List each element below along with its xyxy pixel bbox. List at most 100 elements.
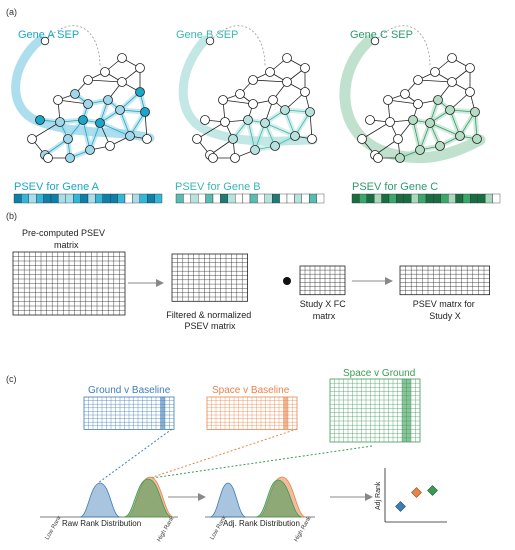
raw-rank-distribution: Low Rank High Rank Raw Rank Distribution (40, 476, 178, 543)
network-node (228, 134, 238, 144)
network-node (135, 87, 145, 97)
psev-cell (477, 193, 486, 204)
psev-cell (272, 193, 280, 204)
psev-cell (146, 193, 155, 204)
psev-cell (28, 193, 37, 204)
network-node (83, 75, 93, 85)
psev-cell (448, 193, 456, 204)
gene-b-caption: PSEV for Gene B (175, 181, 261, 193)
fc-matrix (299, 265, 346, 296)
edge (99, 122, 131, 137)
raw-caption: Raw Rank Distribution (62, 519, 141, 528)
network-node (230, 153, 240, 163)
psev-cell (175, 193, 184, 204)
psev-cell (316, 193, 325, 204)
network-node (307, 134, 317, 144)
gene-a-network (11, 25, 155, 163)
network-node (248, 75, 258, 85)
panel-c: (c) Ground v Baseline Space v Baseline S… (6, 368, 447, 543)
multiply-dot (283, 277, 291, 285)
space-v-ground-title: Space v Ground (343, 368, 415, 379)
psev-cell (309, 193, 317, 204)
psev-cell (220, 193, 228, 204)
edge (82, 119, 91, 151)
precomputed-matrix (12, 251, 126, 316)
network-node (105, 141, 115, 151)
psev-cell (21, 193, 29, 204)
psev-cell (396, 193, 404, 204)
psev-cell (411, 193, 419, 204)
edge (429, 122, 461, 137)
network-node (425, 118, 435, 128)
psev-cell (242, 193, 251, 204)
filtered-label: Filtered & normalized PSEV matrix (166, 310, 254, 331)
network-node (373, 153, 383, 163)
psev-cell (95, 193, 104, 204)
raw-ground-curve (79, 482, 121, 518)
psev-cell (462, 193, 471, 204)
psev-cell (205, 193, 214, 204)
psev-cell (470, 193, 478, 204)
gene-c-title: Gene C SEP (350, 29, 413, 41)
network-node (200, 115, 210, 125)
adj-rank-distribution: Low Rank High Rank Adj. Rank Distributio… (205, 476, 315, 543)
network-node (393, 134, 403, 144)
gene-c-network (339, 25, 486, 164)
network-node (413, 99, 423, 109)
network-node (472, 134, 482, 144)
edge (196, 121, 226, 140)
psev-cell (294, 193, 302, 204)
network-node (220, 117, 230, 127)
network-node (142, 134, 152, 144)
gene-a-title: Gene A SEP (18, 29, 79, 41)
filtered-matrix (171, 253, 248, 302)
network-node (260, 118, 270, 128)
edge (31, 121, 61, 140)
panel-b: (b) Pre-computed PSEV matrix Filtered & … (6, 211, 490, 331)
network-node (63, 134, 73, 144)
result-matrix (399, 265, 490, 296)
psev-cell (301, 193, 310, 204)
gene-a-caption: PSEV for Gene A (14, 181, 100, 193)
precomputed-label: Pre-computed PSEV matrix (22, 228, 108, 250)
psev-cell (36, 193, 44, 204)
fc-label: Study X FC matrx (300, 299, 349, 321)
grid-frame (299, 265, 346, 296)
network-node (357, 134, 367, 144)
gene-c-caption: PSEV for Gene C (352, 181, 438, 193)
network-node (135, 63, 145, 73)
network-node (27, 134, 37, 144)
grid-highlight-column (283, 397, 288, 430)
network-node (282, 53, 292, 63)
result-label: PSEV matrx for Study X (413, 299, 478, 321)
network-node (103, 95, 113, 105)
gene-b-title: Gene B SEP (176, 29, 238, 41)
network-node (235, 89, 245, 99)
precomputed-label-line2: matrix (54, 240, 79, 250)
adj-caption: Adj. Rank Distribution (223, 519, 300, 528)
psev-cell (124, 193, 133, 204)
psev-cell (234, 193, 243, 204)
precomputed-label-line1: Pre-computed PSEV (22, 228, 105, 238)
psev-cell (102, 193, 111, 204)
sep-dashed-path (374, 25, 431, 67)
psev-cell (87, 193, 96, 204)
edge (417, 79, 453, 83)
psev-cell (58, 193, 67, 204)
psev-cell (492, 193, 501, 204)
network-node (268, 95, 278, 105)
edge (57, 99, 89, 105)
psev-cell (403, 193, 412, 204)
psev-cell (65, 193, 74, 204)
network-node (248, 99, 258, 109)
psev-cell (279, 193, 288, 204)
sep-dashed-path (44, 25, 101, 67)
network-node (70, 89, 80, 99)
result-label-line2: Study X (429, 311, 461, 321)
psev-cell (227, 193, 236, 204)
raw-high-rank-label: High Rank (157, 515, 177, 543)
network-node (55, 117, 65, 127)
edge (222, 99, 254, 105)
network-node (395, 153, 405, 163)
psev-cell (381, 193, 390, 204)
